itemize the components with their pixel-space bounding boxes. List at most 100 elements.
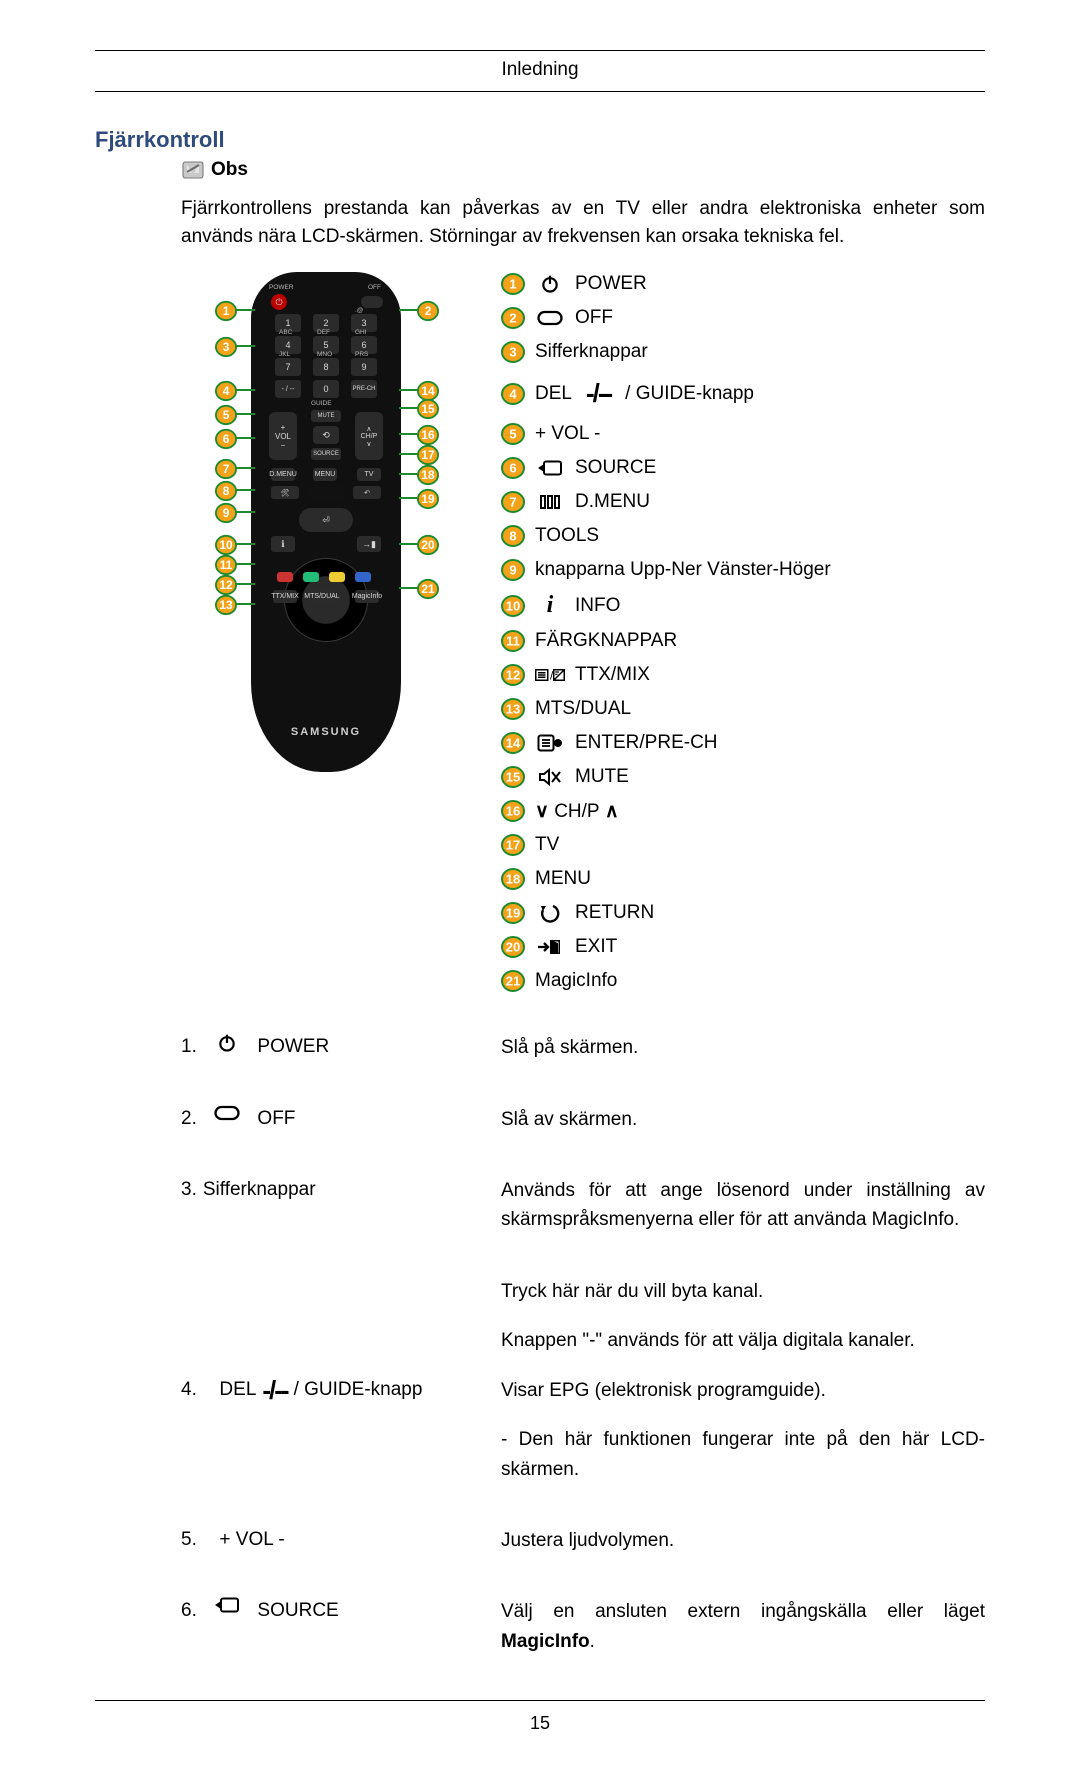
- svg-text:11: 11: [506, 634, 520, 649]
- off-icon: [535, 310, 565, 326]
- table-row: 2. OFFSlå av skärmen.: [181, 1105, 985, 1154]
- svg-text:20: 20: [421, 538, 435, 552]
- mute-icon: [535, 768, 565, 786]
- header-title: Inledning: [95, 59, 985, 81]
- remote-badge-9: 9: [215, 502, 237, 524]
- remote-wrap: POWER OFF ⏻ 12.@3ABC4DEF5GHI6JKL7MNO8PRS…: [181, 272, 471, 792]
- intro-text: Fjärrkontrollens prestanda kan påverkas …: [181, 195, 985, 250]
- legend-item-18: 18 MENU: [501, 867, 985, 891]
- legend-badge: 9: [501, 558, 525, 582]
- note-label: Obs: [211, 159, 248, 181]
- svg-text:17: 17: [506, 838, 520, 853]
- document-page: Inledning Fjärrkontroll Obs Fjärrkontrol…: [0, 0, 1080, 1774]
- trow-right: Används för att ange lösenord under inst…: [501, 1176, 985, 1255]
- power-icon: [214, 1033, 240, 1053]
- source-icon: [214, 1597, 240, 1613]
- remote-badge-2: 2: [417, 300, 439, 322]
- legend-badge: 8: [501, 524, 525, 548]
- legend-badge: 11: [501, 629, 525, 653]
- svg-text:3: 3: [223, 340, 230, 354]
- svg-text:6: 6: [223, 432, 230, 446]
- remote-badge-12: 12: [215, 574, 237, 596]
- note-icon: [181, 159, 205, 181]
- svg-text:17: 17: [421, 448, 435, 462]
- legend-item-9: 9 knapparna Upp-Ner Vänster-Höger: [501, 558, 985, 582]
- svg-text:3: 3: [509, 345, 516, 360]
- legend-label: TV: [535, 834, 559, 856]
- table-row: 4. DEL -/-- / GUIDE-knappTryck här när d…: [181, 1277, 985, 1504]
- svg-text:19: 19: [506, 906, 520, 921]
- remote-badge-15: 15: [417, 398, 439, 420]
- trow-left: 6. SOURCE: [181, 1597, 501, 1676]
- legend-item-4: 4 DEL -/-- / GUIDE-knapp: [501, 382, 985, 406]
- remote-badge-13: 13: [215, 594, 237, 616]
- svg-text:13: 13: [506, 702, 520, 717]
- svg-text:14: 14: [506, 736, 521, 751]
- svg-text:13: 13: [219, 598, 233, 612]
- svg-text:7: 7: [223, 462, 230, 476]
- remote-brand: SAMSUNG: [251, 726, 401, 738]
- legend-label: + VOL -: [535, 423, 600, 445]
- legend-badge: 3: [501, 340, 525, 364]
- del-icon: -/--: [586, 386, 611, 402]
- trow-right: Slå på skärmen.: [501, 1033, 985, 1082]
- legend-label: SOURCE: [575, 457, 656, 479]
- legend-item-11: 11 FÄRGKNAPPAR: [501, 629, 985, 653]
- remote-badge-17: 17: [417, 444, 439, 466]
- legend-badge: 2: [501, 306, 525, 330]
- legend-label: / GUIDE-knapp: [625, 383, 754, 405]
- legend-label: D.MENU: [575, 491, 650, 513]
- note-row: Obs: [181, 159, 985, 181]
- svg-text:2: 2: [425, 304, 432, 318]
- remote-badge-21: 21: [417, 578, 439, 600]
- legend-badge: 1: [501, 272, 525, 296]
- legend-label: EXIT: [575, 936, 617, 958]
- legend-badge: 16: [501, 799, 525, 823]
- svg-text:1: 1: [509, 277, 516, 292]
- legend-label: POWER: [575, 273, 647, 295]
- legend-badge: 12: [501, 663, 525, 687]
- remote-badge-8: 8: [215, 480, 237, 502]
- section-title: Fjärrkontroll: [95, 127, 985, 153]
- svg-text:4: 4: [223, 384, 230, 398]
- remote-badge-11: 11: [215, 554, 237, 576]
- legend-label: OFF: [575, 307, 613, 329]
- legend-label: ENTER/PRE-CH: [575, 732, 718, 754]
- legend-column: 1 POWER 2 OFF 3 Sifferknappar 4 DEL: [501, 272, 985, 1003]
- legend-badge: 18: [501, 867, 525, 891]
- legend-label: knapparna Upp-Ner Vänster-Höger: [535, 559, 831, 581]
- del-icon: -/--: [262, 1383, 287, 1399]
- legend-item-15: 15 MUTE: [501, 765, 985, 789]
- off-icon: [214, 1105, 240, 1121]
- trow-right: Tryck här när du vill byta kanal.Knappen…: [501, 1277, 985, 1504]
- trow-right: Slå av skärmen.: [501, 1105, 985, 1154]
- svg-text:16: 16: [506, 804, 520, 819]
- legend-label: Sifferknappar: [535, 341, 648, 363]
- legend-item-13: 13 MTS/DUAL: [501, 697, 985, 721]
- remote-column: POWER OFF ⏻ 12.@3ABC4DEF5GHI6JKL7MNO8PRS…: [181, 272, 471, 1003]
- legend-badge: 10: [501, 594, 525, 618]
- svg-text:10: 10: [219, 538, 233, 552]
- trow-left: 3.Sifferknappar: [181, 1176, 501, 1255]
- trow-left: 5. + VOL -: [181, 1526, 501, 1575]
- legend-item-21: 21 MagicInfo: [501, 969, 985, 993]
- legend-item-8: 8 TOOLS: [501, 524, 985, 548]
- legend-prefix: DEL: [535, 383, 572, 405]
- legend-item-19: 19 RETURN: [501, 901, 985, 925]
- legend-badge: 17: [501, 833, 525, 857]
- svg-text:18: 18: [506, 872, 520, 887]
- description-table: 1. POWERSlå på skärmen. 2. OFFSlå av skä…: [181, 1033, 985, 1676]
- legend-badge: 19: [501, 901, 525, 925]
- legend-item-14: 14 ENTER/PRE-CH: [501, 731, 985, 755]
- svg-text:21: 21: [506, 974, 520, 989]
- svg-text:12: 12: [506, 668, 520, 683]
- return-icon: [535, 903, 565, 923]
- table-row: 6. SOURCEVälj en ansluten extern ingångs…: [181, 1597, 985, 1676]
- legend-item-3: 3 Sifferknappar: [501, 340, 985, 364]
- svg-text:12: 12: [219, 578, 233, 592]
- exit-icon: [535, 938, 565, 956]
- svg-text:8: 8: [223, 484, 230, 498]
- remote-badge-6: 6: [215, 428, 237, 450]
- legend-item-12: 12 /TTX/MIX: [501, 663, 985, 687]
- legend-label: MUTE: [575, 766, 629, 788]
